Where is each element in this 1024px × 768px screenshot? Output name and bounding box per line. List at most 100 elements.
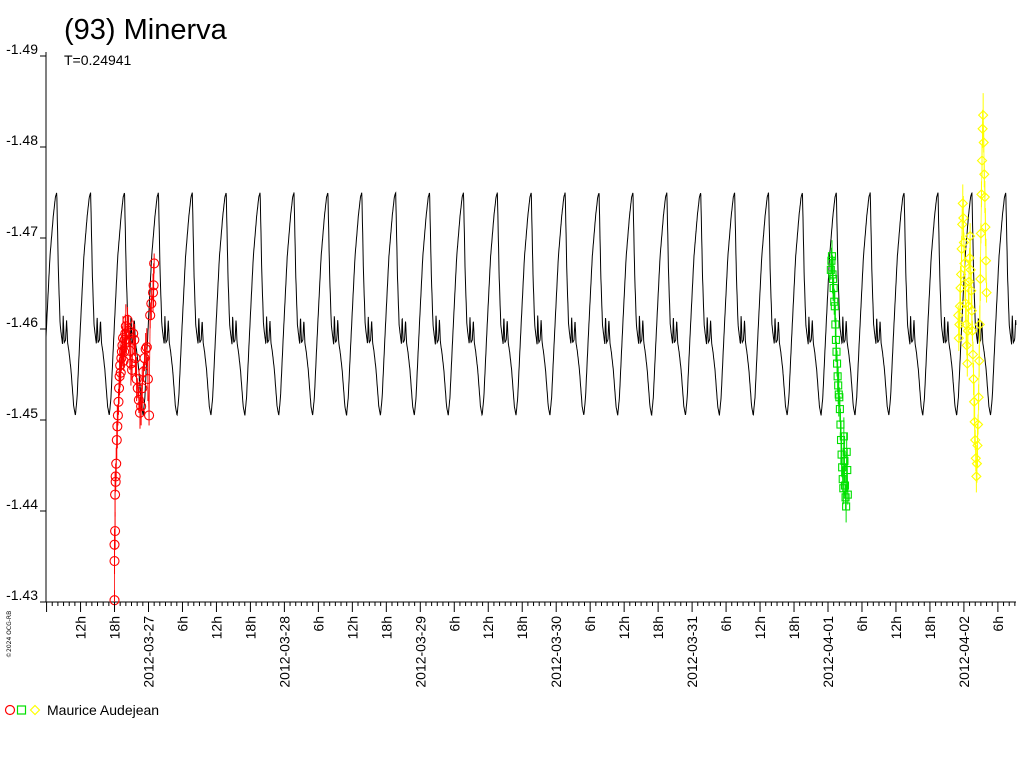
data-point-diamond	[964, 252, 975, 264]
series-connector	[839, 409, 841, 425]
data-point-circle	[132, 383, 143, 394]
data-point-circle	[146, 298, 157, 309]
data-point-diamond	[979, 191, 991, 203]
series-connector	[142, 358, 145, 372]
data-point-diamond	[969, 434, 981, 446]
data-point-diamond	[975, 273, 986, 285]
data-point-diamond	[964, 230, 976, 242]
x-tick-label: 18h	[922, 616, 938, 639]
x-tick-label: 6h	[446, 616, 462, 632]
data-point-square	[836, 420, 845, 429]
data-point-circle	[140, 343, 151, 355]
series-connector	[834, 306, 836, 325]
period-label: T=0.24941	[64, 52, 132, 68]
data-point-circle	[144, 410, 155, 421]
data-point-circle	[119, 334, 130, 345]
series-connector	[965, 303, 967, 325]
legend-diamond-marker	[29, 704, 41, 716]
series-connector	[152, 285, 154, 293]
data-point-circle	[112, 410, 123, 421]
data-point-diamond	[980, 255, 992, 267]
data-point-diamond	[967, 325, 978, 337]
series-connector	[148, 315, 151, 416]
data-point-square	[837, 450, 846, 459]
x-tick-label: 18h	[786, 616, 802, 639]
series-connector	[116, 426, 118, 441]
series-connector	[838, 394, 840, 398]
data-point-diamond	[968, 373, 979, 385]
data-point-square	[843, 465, 852, 475]
data-point-diamond	[958, 212, 969, 224]
y-tick-label: -1.49	[6, 41, 38, 57]
data-point-circle	[138, 366, 149, 377]
data-point-square	[826, 265, 835, 274]
data-point-square	[828, 270, 837, 279]
data-point-diamond	[956, 243, 967, 255]
data-point-circle	[134, 407, 146, 418]
x-tick-label: 2012-03-30	[548, 616, 564, 688]
y-tick-label: -1.43	[6, 587, 38, 603]
data-point-square	[840, 456, 849, 466]
legend: Maurice Audejean	[4, 701, 159, 719]
series-connector	[837, 385, 840, 395]
data-point-circle	[109, 555, 120, 567]
data-point-diamond	[962, 358, 973, 369]
legend-circle-marker	[4, 704, 16, 716]
data-point-diamond	[972, 419, 984, 430]
data-point-diamond	[977, 123, 988, 135]
data-point-circle	[145, 310, 156, 321]
series-connector	[971, 310, 973, 331]
data-point-square	[842, 502, 851, 511]
x-tick-label: 18h	[378, 616, 394, 639]
x-tick-label: 2012-03-28	[276, 616, 292, 688]
data-point-diamond	[973, 355, 985, 367]
series-connector	[958, 306, 961, 325]
x-tick-label: 12h	[480, 616, 496, 639]
series-connector	[959, 288, 961, 307]
y-tick-label: -1.47	[6, 223, 38, 239]
x-tick-label: 6h	[582, 616, 598, 632]
series-connector	[978, 324, 981, 361]
series-connector	[981, 160, 983, 195]
data-point-circle	[149, 258, 160, 269]
data-point-square	[841, 493, 850, 502]
series-connector	[963, 242, 965, 264]
series-connector	[129, 350, 132, 364]
data-point-square	[827, 256, 836, 265]
legend-square-marker	[16, 705, 27, 715]
data-point-diamond	[958, 237, 970, 248]
data-point-diamond	[973, 391, 984, 403]
data-point-circle	[141, 342, 152, 353]
data-point-diamond	[956, 219, 968, 230]
x-tick-label: 12h	[888, 616, 904, 639]
series-connector	[841, 454, 843, 468]
series-connector	[114, 531, 116, 545]
series-connector	[841, 467, 844, 480]
x-tick-label: 6h	[174, 616, 190, 632]
series-connector	[833, 288, 835, 302]
series-connector	[141, 371, 144, 389]
data-point-square	[829, 274, 838, 284]
data-point-circle	[148, 280, 159, 291]
tick-group: -1.49 -1.48 -1.47 -1.46 -1.45 -1.44 -1.43 12h 18…	[6, 41, 1016, 688]
series-connector	[131, 333, 134, 370]
legend-observer-label: Maurice Audejean	[47, 702, 160, 718]
data-point-circle	[110, 525, 121, 537]
series-connector	[832, 278, 835, 289]
y-tick-label: -1.44	[6, 496, 38, 512]
x-tick-label: 2012-03-27	[140, 616, 156, 688]
series-connector	[831, 256, 833, 275]
data-point-diamond	[963, 276, 975, 287]
x-tick-label: 12h	[616, 616, 632, 639]
data-point-diamond	[979, 169, 990, 180]
data-point-diamond	[981, 287, 992, 298]
data-point-square	[839, 484, 848, 493]
data-point-circle	[116, 353, 127, 364]
y-tick-label: -1.48	[6, 132, 38, 148]
series-connector	[962, 203, 964, 218]
data-point-circle	[111, 434, 122, 446]
x-tick-label: 18h	[650, 616, 666, 639]
series-connector	[973, 401, 976, 422]
data-point-square	[834, 390, 843, 399]
data-point-diamond	[962, 325, 974, 337]
